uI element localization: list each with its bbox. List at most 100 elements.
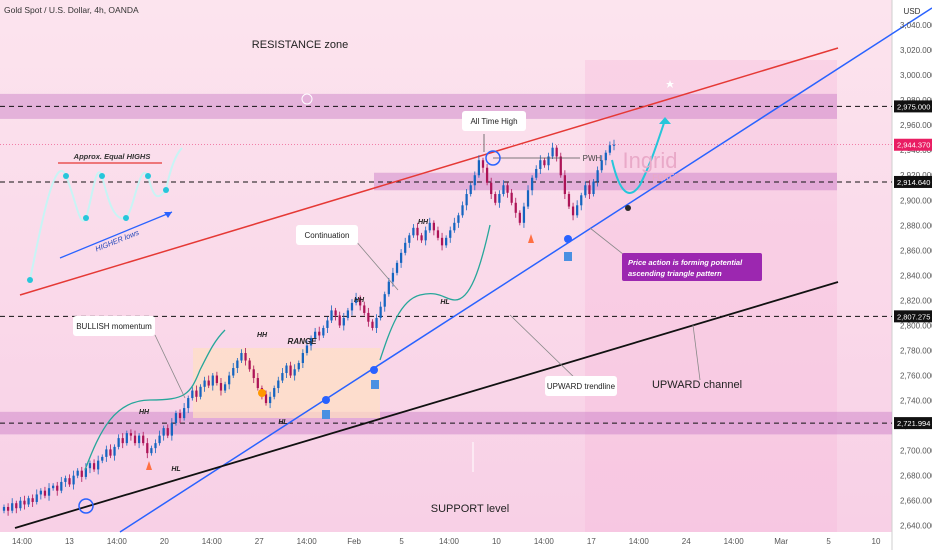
- candle-body: [445, 237, 448, 246]
- price-tick-label: 2,680.000: [900, 472, 932, 481]
- candle-body: [580, 195, 583, 206]
- candle-body: [457, 215, 460, 223]
- candle-body: [187, 398, 190, 409]
- candle-body: [576, 205, 579, 216]
- candle-body: [199, 386, 202, 397]
- candle-body: [244, 352, 247, 361]
- time-tick-label: Mar: [774, 537, 788, 546]
- candle-body: [461, 205, 464, 216]
- watermark-sub: FOREX: [652, 173, 680, 182]
- candle-body: [346, 310, 350, 318]
- bullish-momentum-callout[interactable]: BULLISH momentum: [73, 316, 155, 336]
- candle-body: [162, 428, 165, 436]
- candle-body: [150, 448, 153, 454]
- rocket-icon-2: [528, 234, 534, 243]
- continuation-pointer: [354, 239, 399, 291]
- rocket-icon-1: [146, 461, 152, 470]
- candle-body: [309, 337, 313, 346]
- support-level-label: SUPPORT level: [431, 503, 509, 515]
- all-time-high-label: All Time High: [470, 117, 517, 126]
- candle-body: [567, 194, 571, 207]
- price-tag-label: 2,975.000: [897, 102, 930, 111]
- candle-body: [465, 194, 468, 206]
- continuation-label: Continuation: [305, 231, 350, 240]
- candle-body: [514, 202, 517, 213]
- candle-body: [469, 185, 472, 195]
- candle-body: [494, 194, 497, 203]
- resistance-zone-label: RESISTANCE zone: [252, 39, 348, 51]
- candle-body: [367, 312, 370, 322]
- candle-body: [183, 408, 186, 419]
- support-channel-line[interactable]: [14, 281, 839, 529]
- candle-body: [146, 443, 149, 454]
- candle-body: [318, 331, 321, 336]
- candle-body: [506, 185, 509, 193]
- candle-body: [137, 435, 141, 444]
- candle-body: [252, 369, 255, 379]
- trend-touch-2: [370, 366, 378, 374]
- pwh-label: PWH: [583, 154, 602, 163]
- range-label: RANGE: [288, 337, 318, 346]
- time-tick-label: 10: [872, 537, 881, 546]
- momentum-curve-2: [379, 224, 491, 361]
- candle-body: [502, 185, 505, 195]
- candle-body: [31, 498, 34, 502]
- all-time-high-callout[interactable]: All Time High: [462, 111, 526, 131]
- price-action-callout[interactable]: Price action is forming potential ascend…: [622, 253, 762, 281]
- time-tick-label: 24: [682, 537, 691, 546]
- candle-body: [195, 390, 198, 397]
- candle-body: [92, 463, 96, 470]
- price-tag-label: 2,721.994: [897, 419, 930, 428]
- candle-body: [154, 443, 157, 449]
- price-tag-bg: [894, 100, 932, 113]
- candle-body: [232, 368, 235, 376]
- time-tick-label: 14:00: [107, 537, 128, 546]
- time-tick-label: 17: [587, 537, 596, 546]
- candle-body: [518, 212, 521, 223]
- continuation-callout[interactable]: Continuation: [296, 225, 358, 245]
- candle-body: [56, 485, 59, 491]
- upward-trendline-callout[interactable]: UPWARD trendline: [545, 376, 617, 396]
- bullish-pointer: [154, 334, 186, 399]
- candle-body: [80, 470, 83, 477]
- currency-label: USD: [904, 7, 921, 16]
- up-arrow-icon-1: [322, 410, 330, 419]
- candle-body: [203, 380, 206, 387]
- pattern-pointer: [589, 227, 629, 259]
- time-tick-label: 14:00: [12, 537, 33, 546]
- candle-body: [432, 222, 435, 231]
- low-marker: [78, 498, 94, 514]
- time-tick-label: Feb: [347, 537, 361, 546]
- candle-body: [84, 468, 88, 477]
- time-tick-label: 13: [65, 537, 74, 546]
- candle-body: [11, 503, 14, 511]
- candle-body: [142, 435, 145, 444]
- price-tick-label: 2,880.000: [900, 221, 932, 230]
- candle-body: [293, 369, 296, 376]
- projection-area: [585, 60, 837, 532]
- trendline-pointer: [509, 314, 581, 384]
- time-tick-label: 5: [399, 537, 404, 546]
- time-tick-label: 14:00: [534, 537, 555, 546]
- price-tag-bg: [894, 310, 932, 323]
- candle-body: [354, 297, 358, 303]
- upward-trendline-label: UPWARD trendline: [547, 382, 616, 391]
- candle-body: [338, 315, 341, 326]
- candle-body: [248, 360, 251, 370]
- price-tick-label: 2,660.000: [900, 497, 932, 506]
- candle-body: [436, 230, 440, 238]
- candle-body: [383, 294, 386, 307]
- candle-body: [273, 388, 276, 397]
- price-tick-label: 2,960.000: [900, 121, 932, 130]
- candle-body: [223, 384, 227, 391]
- candle-body: [555, 147, 558, 157]
- candle-body: [2, 506, 6, 511]
- candle-body: [612, 144, 616, 146]
- candle-body: [547, 156, 550, 166]
- upward-trendline[interactable]: [119, 7, 932, 533]
- candle-body: [178, 413, 182, 419]
- candle-body: [551, 147, 554, 157]
- resistance-line[interactable]: [19, 47, 839, 296]
- candle-body: [322, 327, 325, 336]
